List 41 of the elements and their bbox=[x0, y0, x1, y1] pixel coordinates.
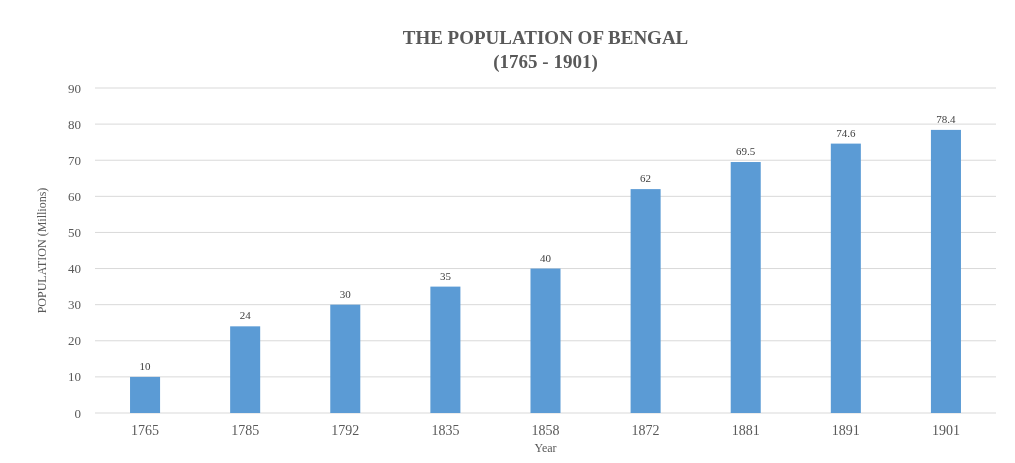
y-tick-label: 20 bbox=[68, 333, 81, 349]
chart-subtitle: (1765 - 1901) bbox=[493, 51, 598, 73]
x-tick-label: 1901 bbox=[931, 423, 960, 438]
x-tick-label: 1765 bbox=[131, 423, 160, 438]
y-axis-title: POPULATION (Millions) bbox=[35, 187, 49, 314]
bar bbox=[130, 376, 161, 413]
y-tick-label: 0 bbox=[74, 405, 81, 421]
data-label: 78.4 bbox=[936, 112, 957, 125]
x-tick-label: 1785 bbox=[231, 423, 260, 438]
data-label: 62 bbox=[640, 172, 652, 185]
data-label: 74.6 bbox=[836, 126, 856, 139]
chart-title: THE POPULATION OF BENGAL bbox=[402, 27, 689, 48]
y-tick-label: 30 bbox=[68, 297, 81, 313]
data-label: 10 bbox=[139, 359, 152, 372]
data-label: 35 bbox=[439, 269, 452, 282]
x-tick-label: 1858 bbox=[531, 423, 560, 438]
y-tick-label: 70 bbox=[68, 152, 81, 168]
bar bbox=[930, 129, 961, 413]
x-tick-label: 1835 bbox=[431, 423, 460, 438]
data-label: 24 bbox=[239, 309, 252, 322]
bar bbox=[430, 286, 461, 413]
bar bbox=[330, 304, 361, 413]
y-tick-label: 60 bbox=[68, 188, 81, 204]
x-tick-label: 1872 bbox=[631, 423, 660, 438]
y-tick-label: 90 bbox=[68, 80, 81, 96]
x-tick-label: 1891 bbox=[831, 423, 860, 438]
y-tick-label: 40 bbox=[68, 261, 81, 277]
x-tick-label: 1881 bbox=[731, 423, 760, 438]
bar bbox=[830, 143, 861, 413]
x-tick-label: 1792 bbox=[331, 423, 360, 438]
bar bbox=[230, 326, 261, 413]
y-tick-label: 80 bbox=[68, 116, 81, 132]
data-label: 40 bbox=[540, 251, 552, 264]
bar bbox=[630, 189, 661, 413]
y-tick-label: 50 bbox=[68, 224, 81, 240]
x-axis-title: Year bbox=[534, 441, 557, 455]
bar bbox=[530, 268, 561, 413]
data-label: 69.5 bbox=[736, 145, 756, 158]
data-label: 30 bbox=[339, 287, 352, 300]
y-tick-label: 10 bbox=[68, 369, 81, 385]
bar bbox=[730, 162, 761, 413]
